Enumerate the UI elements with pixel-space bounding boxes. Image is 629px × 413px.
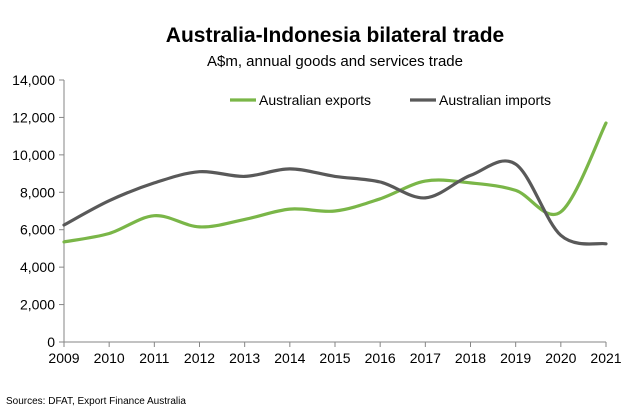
x-tick-label: 2019 [500,350,531,366]
y-tick-label: 0 [47,334,55,350]
series-line-australian-exports [62,121,608,244]
x-tick-label: 2017 [410,350,441,366]
y-tick-label: 4,000 [20,259,55,275]
x-tick-label: 2013 [229,350,260,366]
x-tick-label: 2015 [319,350,350,366]
source-note: Sources: DFAT, Export Finance Australia [6,396,186,407]
x-tick-label: 2020 [545,350,576,366]
series-lines [62,121,608,246]
series-line-australian-imports [62,159,608,246]
y-tick-label: 2,000 [20,297,55,313]
x-tick-label: 2011 [139,350,169,366]
chart-title: Australia-Indonesia bilateral trade [166,24,504,47]
x-tick-label: 2012 [184,350,215,366]
x-tick-label: 2014 [274,350,305,366]
y-tick-label: 6,000 [20,222,55,238]
chart-subtitle: A$m, annual goods and services trade [207,53,463,70]
x-tick-label: 2021 [590,350,621,366]
legend: Australian exports Australian imports [230,92,551,108]
tick-labels: 0 2,000 4,000 6,000 8,000 10,000 12,000 14,000 2… [12,72,622,366]
y-tick-label: 14,000 [12,72,55,88]
x-tick-label: 2010 [94,350,125,366]
axes [59,79,607,347]
y-tick-label: 8,000 [20,184,55,200]
legend-label: Australian imports [439,92,551,108]
x-tick-label: 2018 [455,350,486,366]
x-tick-label: 2009 [48,350,79,366]
legend-label: Australian exports [259,92,371,108]
y-tick-label: 10,000 [12,147,55,163]
x-tick-label: 2016 [365,350,396,366]
y-tick-label: 12,000 [12,109,55,125]
